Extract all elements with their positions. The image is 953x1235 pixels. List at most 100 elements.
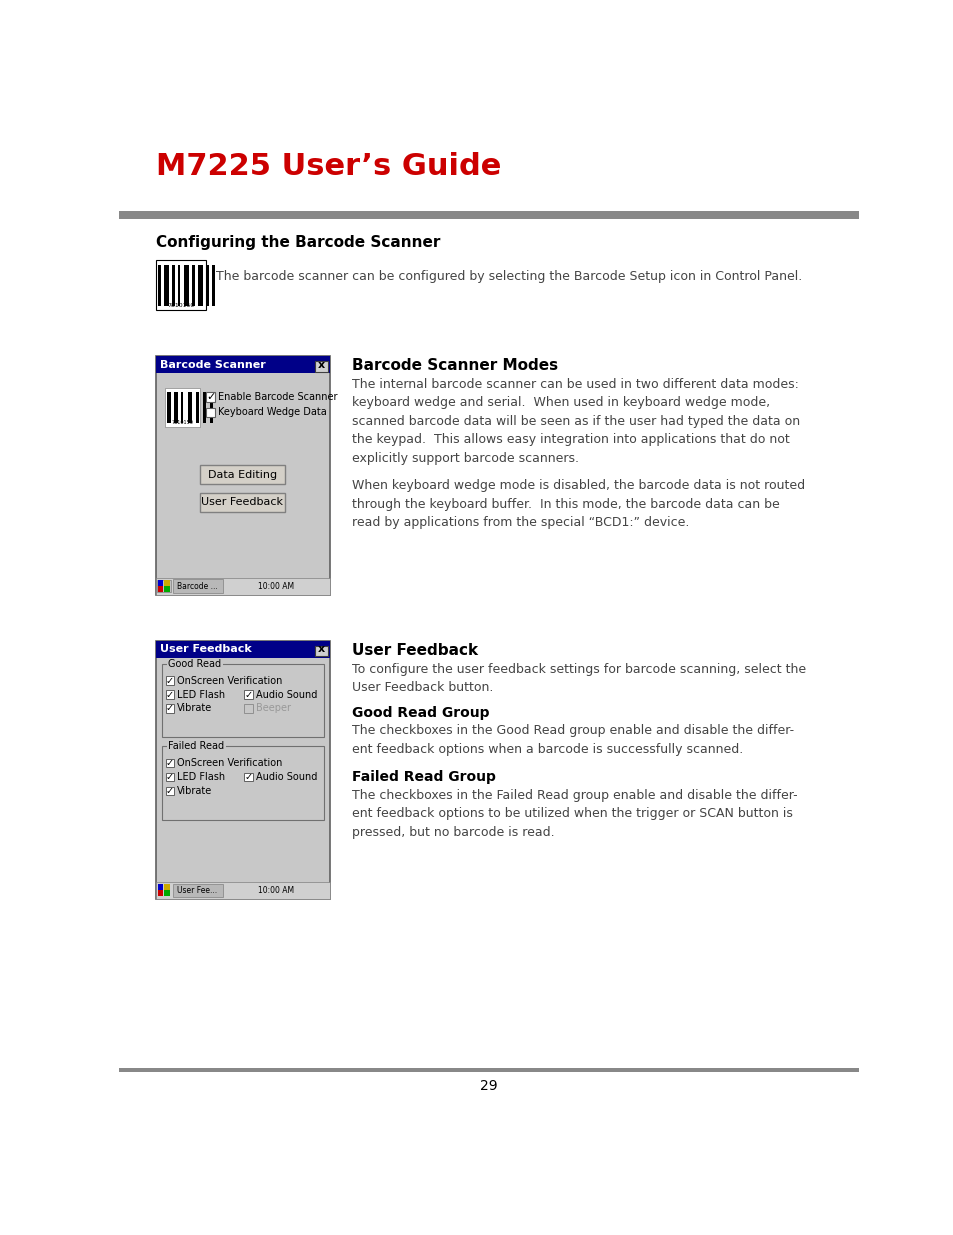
Bar (199, 466, 285, 484)
Text: ✓: ✓ (166, 689, 173, 699)
Bar (164, 580, 170, 585)
Text: The checkboxes in the Failed Read group enable and disable the differ-
ent feedb: The checkboxes in the Failed Read group … (352, 789, 797, 839)
Text: 10:00 AM: 10:00 AM (257, 885, 294, 895)
Bar (166, 758, 174, 767)
Bar (184, 266, 189, 306)
Bar (244, 773, 253, 782)
Text: 29: 29 (479, 1079, 497, 1093)
Text: OnScreen Verification: OnScreen Verification (177, 758, 282, 768)
Text: Failed Read: Failed Read (168, 741, 224, 751)
Text: Configuring the Barcode Scanner: Configuring the Barcode Scanner (155, 235, 439, 251)
Bar (155, 882, 330, 899)
Text: The barcode scanner can be configured by selecting the Barcode Setup icon in Con: The barcode scanner can be configured by… (216, 270, 801, 283)
Text: User Feedback: User Feedback (352, 643, 477, 658)
Text: Barcode ...: Barcode ... (177, 582, 217, 590)
Text: When keyboard wedge mode is disabled, the barcode data is not routed
through the: When keyboard wedge mode is disabled, th… (352, 479, 804, 530)
Text: User Feedback: User Feedback (201, 498, 283, 508)
Bar (167, 393, 171, 424)
Text: ✓: ✓ (166, 785, 173, 795)
Bar (158, 587, 163, 592)
Text: LED Flash: LED Flash (177, 772, 225, 782)
Bar (158, 884, 163, 889)
Bar (164, 884, 170, 889)
Text: 7810150: 7810150 (172, 420, 193, 425)
Bar (206, 393, 215, 401)
Bar (166, 677, 174, 685)
Text: Barcode Scanner Modes: Barcode Scanner Modes (352, 358, 558, 373)
Bar (158, 890, 163, 895)
Text: Vibrate: Vibrate (177, 704, 213, 714)
Text: ✓: ✓ (244, 689, 253, 699)
Text: User Feedback: User Feedback (160, 645, 252, 655)
Bar (212, 266, 215, 306)
Bar (164, 266, 169, 306)
Text: x: x (317, 645, 325, 655)
Bar (189, 393, 193, 424)
Bar (158, 266, 161, 306)
Text: The internal barcode scanner can be used in two different data modes:
keyboard w: The internal barcode scanner can be used… (352, 378, 799, 464)
Bar (158, 580, 163, 585)
Bar (206, 266, 209, 306)
Bar (206, 408, 215, 417)
Text: ✓: ✓ (166, 758, 173, 768)
Bar (155, 641, 330, 658)
Text: Good Read Group: Good Read Group (352, 706, 489, 720)
Bar (166, 704, 174, 713)
Text: Vibrate: Vibrate (177, 785, 213, 795)
Bar (119, 1068, 858, 1072)
Text: OnScreen Verification: OnScreen Verification (177, 676, 282, 685)
Bar (162, 664, 323, 737)
Bar (178, 266, 179, 306)
Bar (172, 579, 223, 593)
Bar (157, 580, 171, 593)
Bar (172, 266, 174, 306)
Bar (315, 361, 328, 372)
Bar (192, 266, 195, 306)
Bar (166, 773, 174, 782)
Text: ✓: ✓ (166, 676, 173, 685)
Text: Audio Sound: Audio Sound (255, 689, 316, 699)
Bar (164, 587, 170, 592)
Text: To configure the user feedback settings for barcode scanning, select the
User Fe: To configure the user feedback settings … (352, 662, 805, 694)
Text: LED Flash: LED Flash (177, 689, 225, 699)
Text: Good Read: Good Read (168, 659, 221, 669)
Text: 10:00 AM: 10:00 AM (257, 582, 294, 590)
Bar (166, 690, 174, 699)
Bar (164, 890, 170, 895)
Bar (199, 493, 285, 511)
Text: 7810150: 7810150 (167, 304, 194, 309)
Text: Barcode Scanner: Barcode Scanner (160, 359, 266, 369)
Bar (155, 356, 330, 595)
Bar (119, 211, 858, 219)
Bar (195, 393, 199, 424)
Bar (172, 883, 223, 898)
Bar (162, 746, 323, 820)
Bar (181, 393, 183, 424)
Text: ✓: ✓ (244, 772, 253, 782)
Bar (202, 393, 206, 424)
Text: ✓: ✓ (166, 704, 173, 714)
Text: Keyboard Wedge Data: Keyboard Wedge Data (218, 408, 327, 417)
Text: M7225 User’s Guide: M7225 User’s Guide (155, 152, 500, 180)
Text: User Fee...: User Fee... (177, 885, 217, 895)
Text: Enable Barcode Scanner: Enable Barcode Scanner (218, 391, 337, 401)
Bar (210, 393, 213, 424)
Bar (165, 389, 199, 427)
Bar (166, 787, 174, 795)
Bar (244, 704, 253, 713)
Text: Data Editing: Data Editing (208, 469, 276, 479)
Bar (315, 646, 328, 656)
Bar (174, 393, 178, 424)
Bar (198, 266, 203, 306)
Text: ✓: ✓ (166, 772, 173, 782)
Text: The checkboxes in the Good Read group enable and disable the differ-
ent feedbac: The checkboxes in the Good Read group en… (352, 724, 793, 756)
Bar (244, 690, 253, 699)
Text: ✓: ✓ (206, 391, 215, 401)
Bar (155, 641, 330, 899)
Text: Audio Sound: Audio Sound (255, 772, 316, 782)
Text: Failed Read Group: Failed Read Group (352, 771, 496, 784)
Bar (155, 259, 206, 310)
Bar (155, 578, 330, 595)
Text: x: x (317, 359, 325, 369)
Text: Beeper: Beeper (255, 704, 291, 714)
